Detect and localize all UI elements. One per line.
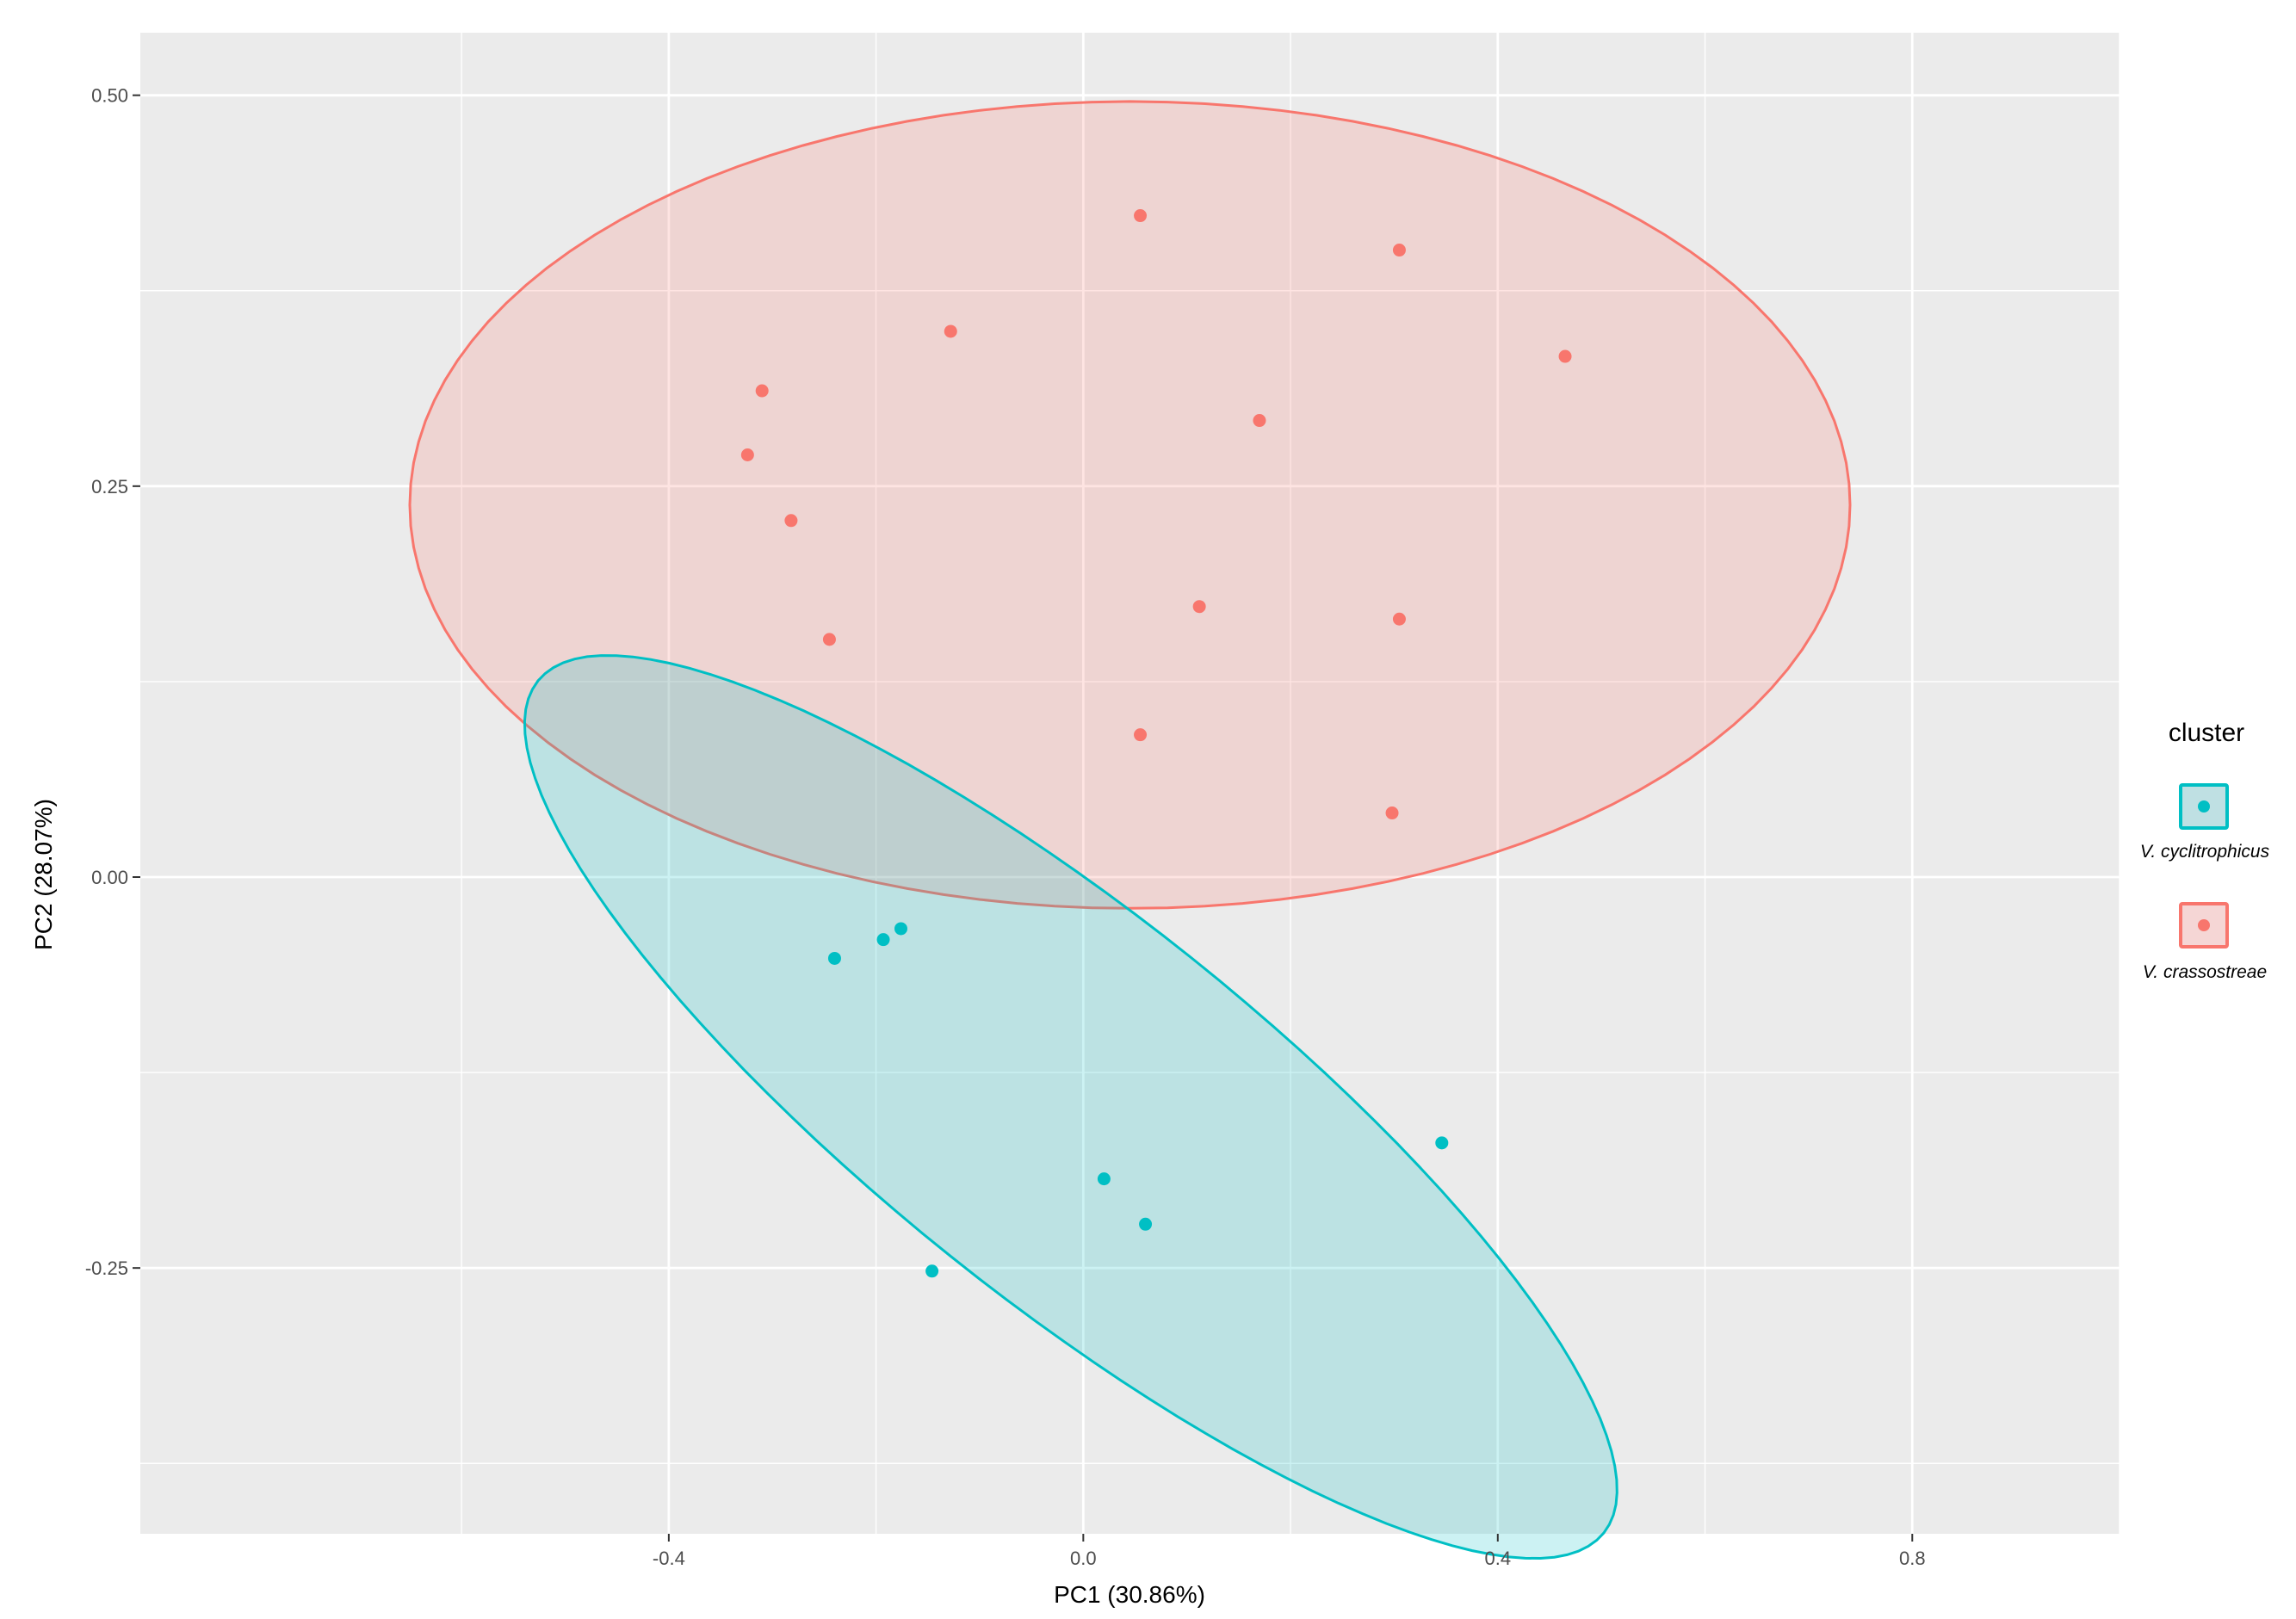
ellipse-crassostreae bbox=[408, 100, 1852, 910]
legend: cluster V. cyclitrophicus V. crassostrea… bbox=[2140, 719, 2270, 982]
data-point-cyclitrophicus[interactable] bbox=[1139, 1217, 1153, 1231]
x-axis: -0.4 0.0 0.4 0.8 bbox=[653, 1534, 1926, 1569]
x-tick-label: 0.0 bbox=[1070, 1548, 1097, 1569]
ellipse-cyclitrophicus bbox=[523, 654, 1618, 1560]
legend-key-point-crassostreae bbox=[2198, 919, 2210, 931]
data-point-cyclitrophicus[interactable] bbox=[876, 933, 890, 947]
data-point-crassostreae[interactable] bbox=[1558, 349, 1572, 363]
legend-label-cyclitrophicus: V. cyclitrophicus bbox=[2140, 842, 2270, 862]
x-tick-label: 0.4 bbox=[1485, 1548, 1512, 1569]
data-point-crassostreae[interactable] bbox=[784, 514, 798, 528]
data-point-cyclitrophicus[interactable] bbox=[1435, 1136, 1449, 1150]
data-point-crassostreae[interactable] bbox=[1392, 244, 1406, 257]
data-point-crassostreae[interactable] bbox=[1385, 806, 1399, 820]
y-axis: -0.25 0.00 0.25 0.50 bbox=[85, 85, 140, 1279]
y-tick-label: -0.25 bbox=[85, 1258, 128, 1279]
grid-minor bbox=[140, 33, 2120, 1534]
data-points bbox=[740, 209, 1572, 1278]
y-axis-title: PC2 (28.07%) bbox=[30, 799, 57, 950]
data-point-crassostreae[interactable] bbox=[822, 633, 836, 646]
data-point-crassostreae[interactable] bbox=[944, 324, 957, 338]
data-point-crassostreae[interactable] bbox=[740, 448, 754, 461]
grid-major bbox=[140, 33, 2120, 1534]
plot-panel bbox=[140, 33, 2120, 1534]
x-tick-label: 0.8 bbox=[1899, 1548, 1926, 1569]
x-tick-label: -0.4 bbox=[653, 1548, 685, 1569]
data-point-cyclitrophicus[interactable] bbox=[894, 922, 907, 936]
data-point-crassostreae[interactable] bbox=[1192, 600, 1206, 614]
legend-label-crassostreae: V. crassostreae bbox=[2143, 962, 2267, 982]
data-point-crassostreae[interactable] bbox=[1134, 209, 1148, 223]
data-point-crassostreae[interactable] bbox=[1253, 414, 1266, 428]
legend-item-crassostreae[interactable]: V. crassostreae bbox=[2143, 902, 2267, 982]
data-point-crassostreae[interactable] bbox=[755, 384, 769, 398]
data-point-crassostreae[interactable] bbox=[1134, 728, 1148, 742]
legend-title: cluster bbox=[2169, 719, 2244, 747]
legend-key-point-cyclitrophicus bbox=[2198, 800, 2210, 813]
x-axis-title: PC1 (30.86%) bbox=[1054, 1581, 1205, 1608]
legend-item-cyclitrophicus[interactable]: V. cyclitrophicus bbox=[2140, 783, 2270, 862]
data-point-cyclitrophicus[interactable] bbox=[925, 1264, 939, 1278]
confidence-ellipses bbox=[408, 100, 1852, 1560]
data-point-crassostreae[interactable] bbox=[1392, 612, 1406, 626]
y-tick-label: 0.00 bbox=[91, 867, 128, 888]
data-point-cyclitrophicus[interactable] bbox=[1097, 1172, 1111, 1186]
y-tick-label: 0.50 bbox=[91, 85, 128, 107]
y-tick-label: 0.25 bbox=[91, 476, 128, 497]
data-point-cyclitrophicus[interactable] bbox=[827, 951, 841, 965]
